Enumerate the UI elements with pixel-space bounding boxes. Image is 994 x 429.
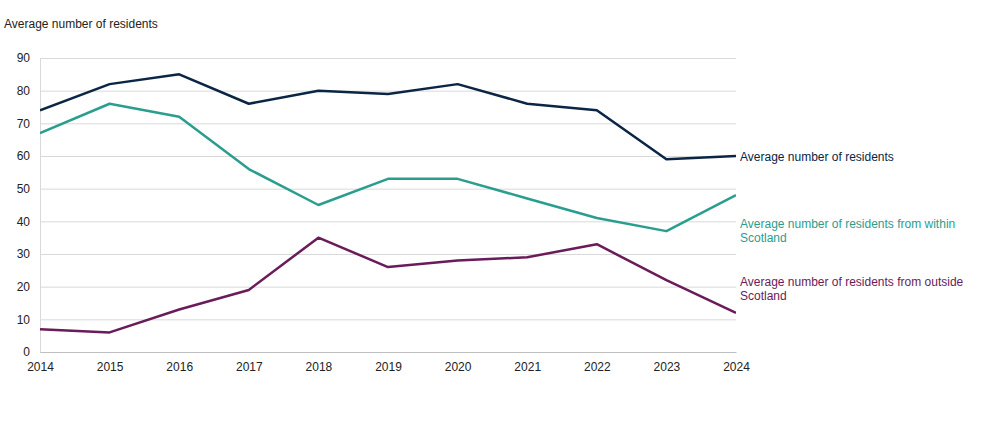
x-tick-label: 2023 bbox=[654, 360, 681, 374]
x-tick: 2018 bbox=[306, 352, 333, 374]
x-tick: 2015 bbox=[97, 352, 124, 374]
grid-line bbox=[40, 352, 736, 353]
y-tick: 70 bbox=[17, 117, 736, 131]
series-label-line: Scotland bbox=[740, 289, 787, 303]
x-tick: 2017 bbox=[236, 352, 263, 374]
x-tick: 2023 bbox=[654, 352, 681, 374]
plot: 0102030405060708090201420152016201720182… bbox=[17, 51, 751, 373]
grid-line bbox=[40, 221, 736, 222]
y-tick-label: 20 bbox=[17, 280, 31, 294]
x-tick-label: 2021 bbox=[514, 360, 541, 374]
x-tick-label: 2015 bbox=[97, 360, 124, 374]
y-tick-label: 10 bbox=[17, 313, 31, 327]
y-tick-label: 40 bbox=[17, 215, 31, 229]
y-tick: 90 bbox=[17, 51, 736, 65]
x-tick-label: 2014 bbox=[27, 360, 54, 374]
grid-line bbox=[40, 189, 736, 190]
grid-line bbox=[40, 123, 736, 124]
grid-line bbox=[40, 58, 736, 59]
series-label-line: Average number of residents from within bbox=[740, 217, 955, 231]
y-axis-title: Average number of residents bbox=[4, 17, 158, 31]
series-label-line: Scotland bbox=[740, 231, 787, 245]
chart: 0102030405060708090201420152016201720182… bbox=[0, 0, 994, 429]
y-tick-label: 80 bbox=[17, 84, 31, 98]
y-tick: 40 bbox=[17, 215, 736, 229]
series-line bbox=[40, 74, 736, 159]
x-tick-label: 2024 bbox=[723, 360, 750, 374]
y-tick-label: 90 bbox=[17, 51, 31, 65]
x-tick: 2016 bbox=[166, 352, 193, 374]
series-label: Average number of residents from outside… bbox=[740, 275, 964, 303]
x-tick-label: 2017 bbox=[236, 360, 263, 374]
y-axis-line bbox=[40, 59, 41, 353]
lines bbox=[40, 74, 736, 332]
y-tick: 10 bbox=[17, 313, 736, 327]
y-tick: 60 bbox=[17, 149, 736, 163]
y-tick-label: 70 bbox=[17, 117, 31, 131]
x-tick: 2019 bbox=[375, 352, 402, 374]
y-axis: 0 10 20 30 40 50 60 70 80 90 bbox=[17, 51, 736, 359]
series-label: Average number of residents bbox=[740, 150, 894, 164]
series-label-line: Average number of residents bbox=[740, 150, 894, 164]
y-tick: 80 bbox=[17, 84, 736, 98]
x-tick: 2024 bbox=[723, 352, 750, 374]
x-tick-label: 2022 bbox=[584, 360, 611, 374]
grid-line bbox=[40, 254, 736, 255]
series-line bbox=[40, 104, 736, 231]
y-tick-label: 60 bbox=[17, 149, 31, 163]
x-axis-line bbox=[41, 352, 737, 353]
grid-line bbox=[40, 156, 736, 157]
series-label: Average number of residents from withinS… bbox=[740, 217, 955, 245]
y-tick-label: 50 bbox=[17, 182, 31, 196]
y-tick: 0 bbox=[23, 345, 736, 359]
x-axis: 2014 2015 2016 2017 2018 2019 2020 2021 2022 2023… bbox=[27, 352, 750, 374]
y-tick-label: 0 bbox=[23, 345, 30, 359]
y-tick-label: 30 bbox=[17, 247, 31, 261]
x-tick: 2021 bbox=[514, 352, 541, 374]
x-tick-label: 2016 bbox=[166, 360, 193, 374]
series-label-line: Average number of residents from outside bbox=[740, 275, 964, 289]
x-tick-label: 2020 bbox=[445, 360, 472, 374]
x-tick: 2022 bbox=[584, 352, 611, 374]
x-tick: 2014 bbox=[27, 352, 54, 374]
x-tick-label: 2018 bbox=[306, 360, 333, 374]
x-tick-label: 2019 bbox=[375, 360, 402, 374]
grid-line bbox=[40, 91, 736, 92]
series-line bbox=[40, 238, 736, 333]
y-tick: 20 bbox=[17, 280, 736, 294]
x-tick: 2020 bbox=[445, 352, 472, 374]
grid-line bbox=[40, 287, 736, 288]
